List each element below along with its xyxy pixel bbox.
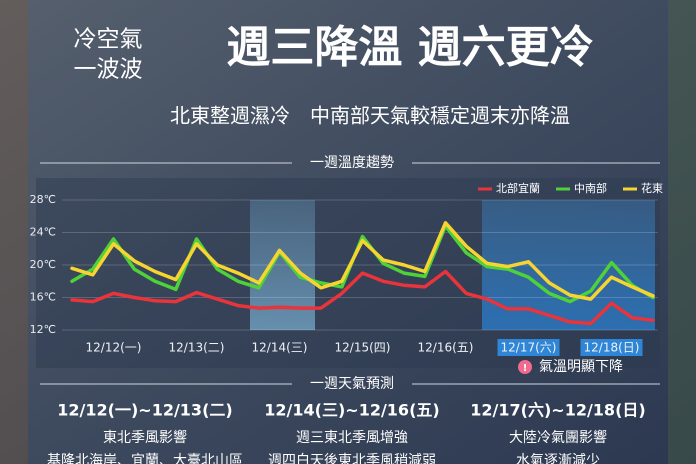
left-foliage	[0, 0, 28, 464]
x-tick-label: 12/18(日)	[584, 341, 640, 355]
forecast-text: 週三東北季風增強	[296, 430, 408, 446]
x-label-box	[497, 339, 560, 356]
forecast-dates: 12/14(三)~12/16(五)	[264, 401, 439, 420]
x-tick-label: 12/15(四)	[335, 341, 391, 355]
title: 週三降溫 週六更冷	[226, 22, 593, 73]
forecast-text: 大陸冷氣團影響	[509, 429, 607, 446]
section-title: 一週溫度趨勢	[310, 155, 394, 171]
y-tick-label: 24℃	[30, 226, 56, 239]
legend-label: 花東	[641, 182, 663, 195]
series-line	[70, 269, 655, 326]
alert-icon-text: !	[523, 363, 528, 374]
x-tick-label: 12/12(一)	[86, 341, 142, 355]
x-label-box	[580, 339, 643, 356]
subtitle: 北東整週濕冷 中南部天氣較穩定週末亦降溫	[170, 104, 570, 128]
x-tick-label: 12/16(五)	[418, 341, 474, 355]
annotation: 氣溫明顯下降	[539, 359, 623, 375]
alert-icon	[518, 360, 532, 374]
y-tick-label: 12℃	[30, 323, 56, 336]
y-tick-label: 20℃	[30, 258, 56, 271]
forecast-text: 東北季風影響	[103, 429, 187, 446]
series-line	[70, 221, 655, 301]
x-tick-label: 12/13(二)	[169, 341, 225, 355]
legend-label: 北部宜蘭	[496, 181, 540, 195]
forecast-dates: 12/12(一)~12/13(二)	[57, 401, 232, 420]
header-tag: 一波波	[74, 57, 143, 83]
legend-label: 中南部	[574, 181, 607, 195]
forecast-text: 水氣逐漸減少	[516, 452, 600, 464]
section-title: 一週天氣預測	[310, 376, 394, 392]
right-foliage	[668, 0, 696, 464]
y-tick-label: 16℃	[30, 291, 56, 304]
header-tag: 冷空氣	[74, 27, 143, 53]
series-line	[70, 224, 655, 304]
x-tick-label: 12/17(六)	[501, 341, 557, 355]
x-tick-label: 12/14(三)	[252, 341, 308, 355]
forecast-text: 週四白天後東北季風稍減弱	[268, 452, 436, 464]
forecast-dates: 12/17(六)~12/18(日)	[470, 401, 645, 420]
y-tick-label: 28℃	[30, 193, 56, 206]
forecast-text: 基隆北海岸、宜蘭、大臺北山區	[47, 452, 243, 464]
